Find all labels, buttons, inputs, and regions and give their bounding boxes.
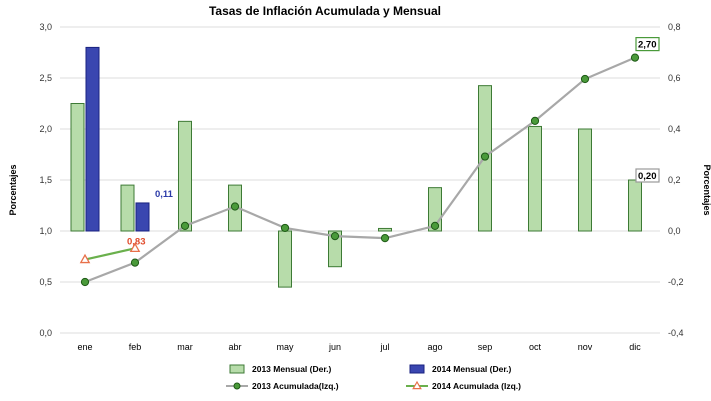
y-axis-left-ticks: 0,0 0,5 1,0 1,5 2,0 2,5 3,0 xyxy=(39,22,52,338)
point-2013-acumulada xyxy=(180,221,190,230)
x-tick-label: mar xyxy=(177,342,193,352)
y-axis-right-label: Porcentajes xyxy=(702,164,711,215)
y-tick-right: 0,0 xyxy=(668,226,681,236)
bar-2013-mensual xyxy=(278,230,292,288)
x-tick-label: dic xyxy=(629,342,641,352)
x-tick-label: jul xyxy=(379,342,389,352)
legend-swatch xyxy=(409,364,425,374)
legend-label: 2013 Mensual (Der.) xyxy=(252,364,332,374)
y-tick-right: 0,4 xyxy=(668,124,681,134)
x-tick-label: abr xyxy=(228,342,241,352)
bar-2013-mensual xyxy=(378,227,392,232)
bar-2013-mensual xyxy=(70,103,85,232)
legend-label: 2014 Mensual (Der.) xyxy=(432,364,512,374)
y-tick-right: 0,8 xyxy=(668,22,681,32)
data-label-box xyxy=(635,168,660,183)
x-tick-label: jun xyxy=(328,342,341,352)
line-2014-acumulada xyxy=(84,247,136,261)
point-2013-acumulada xyxy=(380,234,390,243)
bar-2014-mensual xyxy=(85,46,100,232)
data-label: 0,20 xyxy=(638,171,657,182)
x-tick-label: feb xyxy=(129,342,142,352)
y-axis-right-ticks: -0,4 -0,2 0,0 0,2 0,4 0,6 0,8 xyxy=(668,22,684,338)
point-2013-acumulada xyxy=(80,277,90,287)
y-axis-left-label: Porcentajes xyxy=(8,164,18,215)
point-2013-acumulada xyxy=(580,74,590,84)
legend-label: 2014 Acumulada (Izq.) xyxy=(432,381,521,391)
chart-title: Tasas de Inflación Acumulada y Mensual xyxy=(209,4,441,18)
x-tick-label: ago xyxy=(427,342,442,352)
legend-swatch xyxy=(229,364,245,374)
y-tick-left: 3,0 xyxy=(39,22,52,32)
point-2013-acumulada xyxy=(130,258,140,267)
data-label-box xyxy=(635,36,660,52)
point-2013-acumulada xyxy=(430,221,440,230)
bar-2013-mensual xyxy=(628,179,642,232)
x-axis-categories: ene feb mar abr may jun jul ago sep oct nov dic xyxy=(77,342,641,352)
x-tick-label: nov xyxy=(578,342,593,352)
bar-2014-mensual xyxy=(135,202,150,232)
point-2014-acumulada xyxy=(79,253,91,264)
y-tick-right: -0,4 xyxy=(668,328,684,338)
bar-2013-mensual xyxy=(120,184,135,232)
y-tick-left: 2,0 xyxy=(39,124,52,134)
line-2013-acumulada xyxy=(84,56,636,284)
data-label: 0,11 xyxy=(155,189,174,200)
x-tick-label: oct xyxy=(529,342,542,352)
line-series xyxy=(79,53,640,287)
point-2013-acumulada xyxy=(530,116,540,125)
legend-label: 2013 Acumulada(Izq.) xyxy=(252,381,339,391)
point-2013-acumulada xyxy=(480,152,490,161)
data-label: 2,70 xyxy=(638,40,657,51)
y-tick-right: -0,2 xyxy=(668,277,684,287)
y-tick-left: 0,0 xyxy=(39,328,52,338)
x-tick-label: ene xyxy=(77,342,92,352)
legend-marker xyxy=(233,382,241,390)
bar-2013-mensual xyxy=(178,120,192,232)
bar-2013-mensual xyxy=(528,125,542,232)
point-2014-acumulada xyxy=(129,242,141,252)
legend-marker xyxy=(412,380,422,390)
x-tick-label: may xyxy=(276,342,294,352)
data-label: 0,83 xyxy=(127,236,146,247)
y-tick-left: 2,5 xyxy=(39,73,52,83)
y-tick-left: 1,0 xyxy=(39,226,52,236)
point-2013-acumulada xyxy=(230,202,240,211)
bar-2013-mensual xyxy=(578,128,592,232)
point-2013-acumulada xyxy=(280,223,290,233)
bar-2013-mensual xyxy=(328,230,342,268)
data-labels: 0,11 0,83 0,20 2,70 xyxy=(127,36,660,247)
legend: 2013 Mensual (Der.) 2014 Mensual (Der.) 20… xyxy=(226,364,521,391)
point-2013-acumulada xyxy=(330,232,340,241)
y-tick-left: 1,5 xyxy=(39,175,52,185)
x-tick-label: sep xyxy=(478,342,493,352)
y-tick-right: 0,2 xyxy=(668,175,681,185)
point-2013-acumulada xyxy=(630,53,640,62)
bar-series xyxy=(70,46,642,288)
y-tick-right: 0,6 xyxy=(668,73,681,83)
y-tick-left: 0,5 xyxy=(39,277,52,287)
gridlines xyxy=(60,26,660,334)
